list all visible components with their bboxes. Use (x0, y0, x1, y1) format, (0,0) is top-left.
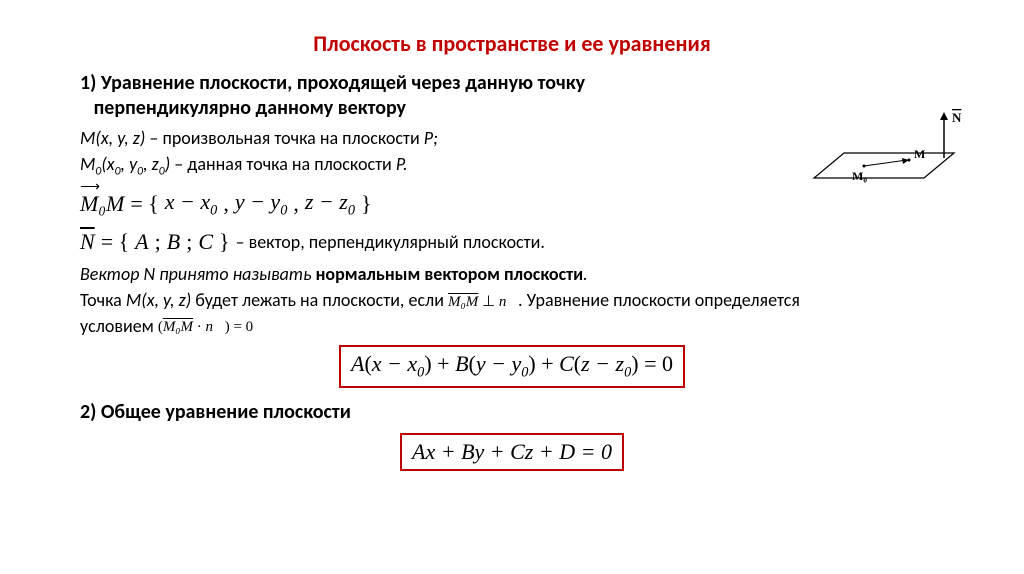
paragraph-condition-line2: условием (M₀M · n⃗) = 0 (80, 315, 944, 337)
m0-args: (x0, y0, z0) (101, 153, 170, 175)
p3-pre: Вектор N принято называть (80, 263, 316, 285)
f1-eq: = { (130, 191, 158, 217)
section-1-number: 1) (80, 71, 96, 95)
p1-p: P; (424, 127, 438, 149)
p2-rest: – данная точка на плоскости (170, 153, 396, 175)
section-2-title: Общее уравнение плоскости (101, 400, 351, 424)
label-M0: M₀ (852, 169, 867, 183)
boxed-equation-2: Ax + By + Cz + D = 0 (400, 433, 624, 471)
p3-dot: . (583, 263, 588, 285)
plane-shape (814, 153, 954, 178)
paragraph-normal-vector: Вектор N принято называть нормальным век… (80, 263, 944, 285)
f2-N: N (80, 229, 95, 255)
f2-desc: – вектор, перпендикулярный плоскости. (236, 231, 545, 253)
m-args: (x, y, z) (95, 127, 145, 149)
boxed-equation-1: A(x − x0) + B(y − y0) + C(z − z0) = 0 (339, 345, 685, 387)
p1-rest: – произвольная точка на плоскости (145, 127, 423, 149)
normal-vector-arrowhead (940, 112, 948, 120)
m0-symbol: M0 (80, 153, 101, 175)
section-1-line1: Уравнение плоскости, проходящей через да… (101, 71, 585, 95)
section-1-line2: перпендикулярно данному вектору (94, 96, 406, 120)
m-symbol: M (80, 127, 95, 149)
section-2-heading: 2) Общее уравнение плоскости (80, 400, 944, 425)
paragraph-condition-line1: Точка M(x, y, z) будет лежать на плоскос… (80, 289, 944, 311)
label-M: M (914, 147, 925, 161)
formula-n-vector: N = { A; B; C } – вектор, перпендикулярн… (80, 229, 944, 255)
m0m-line (864, 160, 907, 166)
plane-diagram: N M₀ M (794, 108, 974, 198)
section-2-number: 2) (80, 400, 96, 424)
slide-title: Плоскость в пространстве и ее уравнения (80, 30, 944, 57)
p2-p: P. (396, 153, 408, 175)
p3-bold: нормальным вектором плоскости (316, 263, 584, 285)
label-N: N (952, 110, 962, 125)
